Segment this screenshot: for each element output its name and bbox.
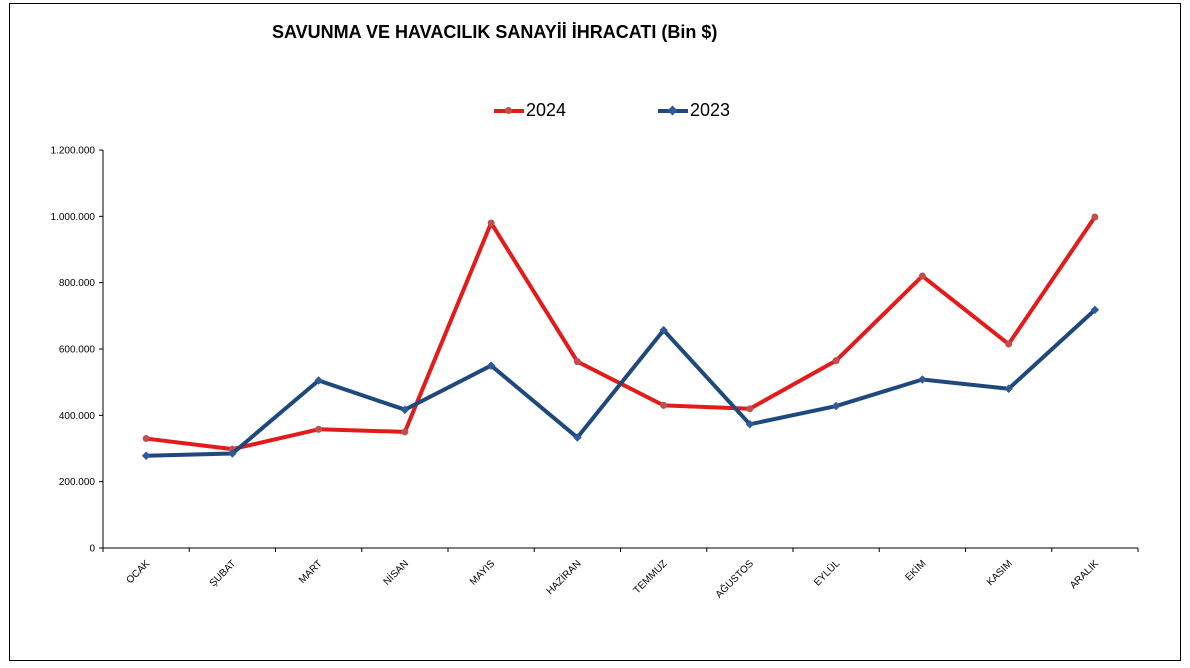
data-point-2023 — [1090, 305, 1100, 315]
legend-item-2023: 2023 — [658, 100, 730, 121]
data-point-2023 — [141, 451, 151, 461]
x-tick-label: EKİM — [902, 557, 928, 583]
y-tick-label: 800.000 — [59, 278, 96, 289]
legend-label-2024: 2024 — [526, 100, 567, 120]
y-tick-label: 0 — [89, 544, 95, 555]
data-point-2024 — [1005, 340, 1013, 348]
data-point-2023 — [831, 401, 841, 411]
data-point-2023 — [659, 325, 668, 335]
data-point-2023 — [573, 433, 582, 442]
legend-label-2023: 2023 — [690, 100, 731, 120]
data-point-2024 — [660, 401, 668, 409]
y-tick-label: 400.000 — [59, 411, 96, 422]
chart-title: SAVUNMA VE HAVACILIK SANAYİİ İHRACATI (B… — [272, 22, 718, 42]
x-tick-label: TEMMUZ — [632, 558, 670, 596]
series-line-2023 — [146, 308, 1097, 458]
data-point-2024 — [918, 272, 926, 280]
data-point-2024 — [746, 405, 754, 413]
data-point-2023 — [1004, 384, 1013, 394]
x-tick-label: MART — [297, 558, 325, 586]
data-point-2024 — [832, 357, 840, 365]
data-point-2023 — [486, 361, 496, 370]
x-tick-label: HAZİRAN — [543, 557, 583, 597]
chart-frame — [9, 3, 1181, 661]
series-line-2024 — [145, 215, 1097, 452]
data-point-2023 — [918, 375, 927, 384]
x-tick-label: NİSAN — [380, 557, 411, 588]
legend-item-2024: 2024 — [494, 100, 566, 121]
legend-swatch-2023 — [658, 105, 688, 115]
data-point-2024 — [142, 435, 150, 443]
data-point-2024 — [401, 428, 409, 436]
x-tick-label: EYLÜL — [811, 557, 842, 588]
data-point-2023 — [400, 405, 410, 414]
data-point-2024 — [573, 358, 581, 366]
y-tick-label: 200.000 — [59, 477, 96, 488]
data-point-2024 — [1091, 213, 1099, 221]
y-tick-label: 1.000.000 — [51, 212, 96, 223]
x-tick-label: ARALIK — [1068, 558, 1101, 591]
x-tick-label: KASIM — [985, 558, 1015, 588]
data-point-2023 — [314, 376, 323, 385]
data-point-2024 — [487, 219, 495, 227]
legend-swatch-2024 — [494, 106, 524, 114]
y-tick-label: 1.200.000 — [51, 146, 96, 157]
x-tick-label: AĞUSTOS — [712, 557, 756, 601]
data-point-2024 — [315, 425, 323, 433]
data-point-2023 — [228, 449, 237, 458]
x-tick-label: OCAK — [124, 558, 152, 586]
x-tick-label: MAYIS — [468, 558, 497, 587]
x-tick-label: ŞUBAT — [208, 558, 239, 589]
y-tick-label: 600.000 — [59, 345, 96, 356]
data-point-2023 — [745, 420, 755, 429]
